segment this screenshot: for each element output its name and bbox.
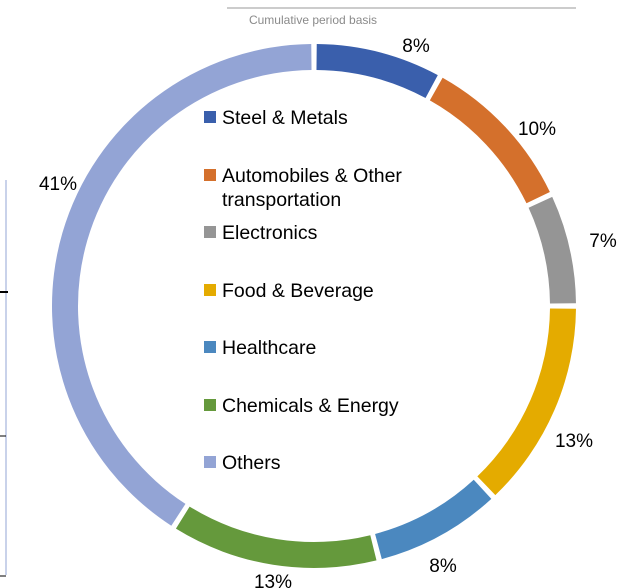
data-label-automobiles-and-other-transportation: 10% — [518, 119, 556, 140]
legend: Steel & Metals Automobiles & Other transpo… — [204, 107, 402, 474]
data-label-chemicals-and-energy: 13% — [254, 572, 292, 588]
data-label-others: 41% — [39, 174, 77, 195]
data-label-healthcare: 8% — [429, 556, 457, 577]
legend-swatch-others — [204, 456, 216, 468]
legend-label-healthcare: Healthcare — [222, 337, 316, 359]
legend-swatch-healthcare — [204, 341, 216, 353]
legend-swatch-food-and-beverage — [204, 284, 216, 296]
slice-electronics — [528, 196, 576, 304]
legend-label-automobiles-and-other-transportation: Automobiles & Other transportation — [222, 165, 402, 211]
slice-healthcare — [375, 479, 492, 560]
data-label-steel-and-metals: 8% — [402, 36, 430, 57]
slice-chemicals-and-energy — [175, 506, 377, 568]
legend-swatch-automobiles-and-other-transportation — [204, 169, 216, 181]
chart-subtitle: Cumulative period basis — [249, 13, 377, 27]
donut-slices — [52, 44, 576, 568]
data-label-food-and-beverage: 13% — [555, 431, 593, 452]
slice-automobiles-and-other-transportation — [429, 77, 550, 204]
legend-swatch-chemicals-and-energy — [204, 399, 216, 411]
slice-others — [52, 44, 312, 526]
legend-label-electronics: Electronics — [222, 222, 318, 244]
slice-steel-and-metals — [316, 44, 438, 99]
data-labels: 8% 10% 7% 13% 8% 13% 41% — [39, 36, 617, 588]
legend-label-steel-and-metals: Steel & Metals — [222, 107, 348, 129]
legend-swatch-electronics — [204, 226, 216, 238]
legend-label-food-and-beverage: Food & Beverage — [222, 280, 374, 302]
legend-label-others: Others — [222, 452, 281, 474]
legend-label-chemicals-and-energy: Chemicals & Energy — [222, 395, 399, 417]
slice-food-and-beverage — [477, 308, 576, 496]
data-label-electronics: 7% — [589, 231, 617, 252]
legend-swatch-steel-and-metals — [204, 111, 216, 123]
